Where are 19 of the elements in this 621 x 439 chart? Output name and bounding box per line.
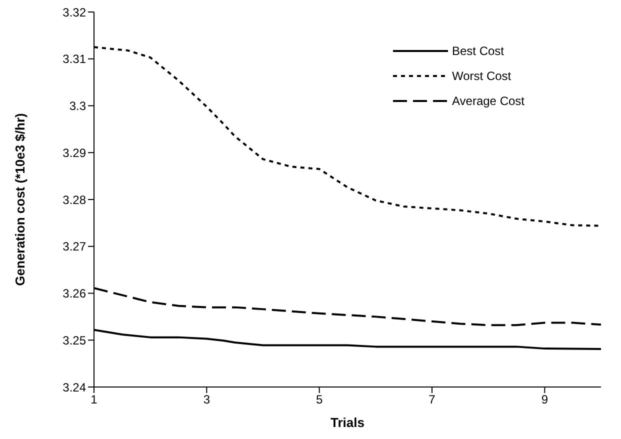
x-tick-label: 3	[203, 392, 210, 407]
y-tick-label: 3.3	[69, 99, 86, 114]
x-tick-label: 9	[541, 392, 548, 407]
x-tick-label: 5	[316, 392, 323, 407]
y-tick-label: 3.24	[62, 380, 86, 394]
y-tick-label: 3.32	[62, 5, 86, 20]
y-tick-label: 3.31	[62, 52, 86, 66]
y-axis-title: Generation cost (*10e3 $/hr)	[12, 113, 28, 286]
legend-label: Best Cost	[452, 44, 504, 58]
x-axis-title: Trials	[330, 415, 364, 430]
legend-label: Worst Cost	[452, 68, 512, 82]
y-tick-label: 3.27	[62, 240, 86, 254]
legend-label: Average Cost	[452, 94, 524, 108]
y-tick-label: 3.26	[62, 286, 86, 301]
y-tick-label: 3.28	[62, 192, 86, 207]
y-tick-label: 3.25	[62, 333, 86, 348]
x-tick-label: 7	[428, 392, 436, 407]
y-tick-label: 3.29	[62, 146, 86, 160]
x-tick-label: 1	[90, 392, 98, 407]
